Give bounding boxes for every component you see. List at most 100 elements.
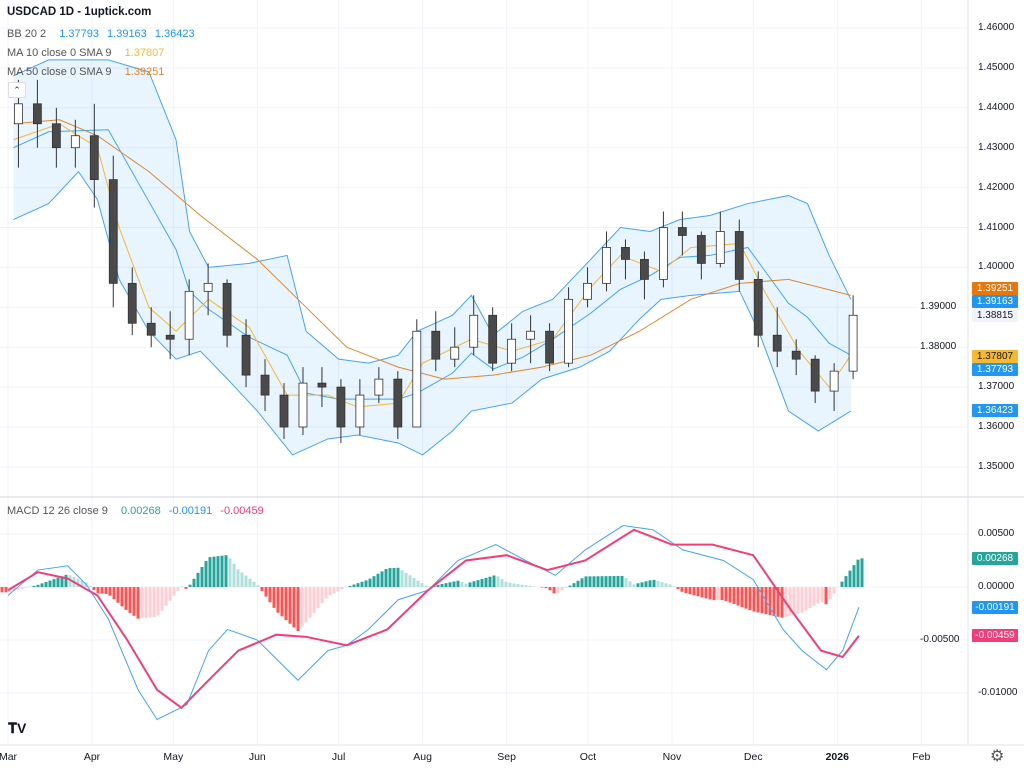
macd-histogram-bar xyxy=(112,587,116,600)
macd-histogram-bar xyxy=(640,582,644,587)
macd-histogram-bar xyxy=(768,587,772,616)
macd-histogram-bar xyxy=(68,575,72,587)
candle-body xyxy=(355,394,365,428)
macd-histogram-bar xyxy=(564,587,568,588)
macd-histogram-bar xyxy=(516,584,520,587)
macd-histogram-bar xyxy=(264,587,268,597)
candle-body xyxy=(374,378,384,396)
macd-histogram-bar xyxy=(464,583,468,587)
macd-hist-value: 0.00268 xyxy=(120,505,161,517)
candle-body xyxy=(810,358,820,392)
macd-histogram-bar xyxy=(152,587,156,618)
macd-histogram-bar xyxy=(208,557,212,587)
macd-axis-label: -0.01000 xyxy=(978,687,1018,698)
macd-histogram-bar xyxy=(740,587,744,608)
candle-body xyxy=(469,314,479,348)
macd-histogram-bar xyxy=(132,587,136,616)
time-axis-label: Aug xyxy=(413,751,432,763)
bb-upper-value: 1.39163 xyxy=(107,28,147,40)
macd-histogram-bar xyxy=(512,583,516,587)
macd-histogram-bar xyxy=(372,576,376,587)
macd-histogram-bar xyxy=(424,585,428,587)
macd-histogram-bar xyxy=(760,587,764,614)
macd-histogram-bar xyxy=(680,587,684,592)
macd-histogram-bar xyxy=(612,576,616,587)
macd-histogram-bar xyxy=(688,587,692,595)
macd-histogram-bar xyxy=(316,587,320,609)
candle-body xyxy=(677,227,687,236)
macd-histogram-bar xyxy=(292,587,296,628)
macd-histogram-bar xyxy=(92,587,96,590)
macd-histogram-bar xyxy=(328,587,332,596)
macd-histogram-bar xyxy=(56,577,60,587)
legend-bb[interactable]: BB 20 2 1.37793 1.39163 1.36423 xyxy=(7,28,195,40)
price-axis-label: 1.46000 xyxy=(978,22,1015,33)
macd-histogram-bar xyxy=(860,558,864,587)
macd-histogram-bar xyxy=(648,580,652,587)
price-badge: 1.37793 xyxy=(972,362,1018,376)
macd-histogram-bar xyxy=(508,582,512,587)
macd-histogram-bar xyxy=(396,567,400,587)
ma50-line xyxy=(13,119,851,380)
time-axis-label: Oct xyxy=(579,751,597,763)
settings-gear-icon[interactable]: ⚙ xyxy=(990,748,1005,765)
macd-histogram-bar xyxy=(480,578,484,587)
time-axis-label: Jul xyxy=(331,751,346,763)
macd-histogram-bar xyxy=(656,581,660,587)
macd-histogram-bar xyxy=(752,587,756,612)
time-axis-label: May xyxy=(163,751,184,763)
macd-histogram-bar xyxy=(596,576,600,587)
collapse-legend-button[interactable]: ⌃ xyxy=(8,82,26,98)
macd-histogram-bar xyxy=(4,587,8,593)
candle-body xyxy=(791,350,801,360)
macd-histogram-bar xyxy=(524,585,528,587)
macd-histogram-bar xyxy=(724,587,728,602)
macd-histogram-bar xyxy=(452,581,456,587)
macd-histogram-bar xyxy=(504,581,508,587)
candle-body xyxy=(222,282,232,336)
candle-body xyxy=(241,334,251,376)
macd-histogram-bar xyxy=(460,582,464,587)
macd-histogram-bar xyxy=(588,576,592,587)
macd-histogram-bar xyxy=(308,587,312,618)
macd-histogram-bar xyxy=(220,555,224,587)
macd-histogram-bar xyxy=(212,556,216,587)
macd-histogram-bar xyxy=(164,587,168,606)
macd-histogram-bar xyxy=(32,585,36,587)
macd-histogram-bar xyxy=(572,583,576,587)
legend-macd[interactable]: MACD 12 26 close 9 0.00268 -0.00191 -0.0… xyxy=(7,505,264,517)
macd-histogram-bar xyxy=(436,584,440,587)
macd-histogram-bar xyxy=(520,584,524,587)
macd-histogram-bar xyxy=(12,587,16,591)
macd-histogram-bar xyxy=(376,573,380,587)
macd-histogram-bar xyxy=(796,587,800,614)
macd-histogram-bar xyxy=(800,587,804,613)
legend-ma10[interactable]: MA 10 close 0 SMA 9 1.37807 xyxy=(7,47,164,59)
macd-histogram-bar xyxy=(816,587,820,604)
macd-histogram-bar xyxy=(496,576,500,587)
candle-body xyxy=(14,103,23,125)
macd-histogram-bar xyxy=(36,584,40,587)
macd-histogram-bar xyxy=(108,587,112,596)
macd-histogram-bar xyxy=(228,558,232,587)
macd-histogram-bar xyxy=(652,579,656,587)
candle-body xyxy=(659,227,668,280)
macd-histogram-bar xyxy=(300,587,304,627)
bb-mid-value: 1.37793 xyxy=(59,28,99,40)
tradingview-logo-icon[interactable]: 𝐓V xyxy=(8,720,27,736)
price-axis-label: 1.35000 xyxy=(978,460,1015,472)
macd-histogram-bar xyxy=(240,572,244,587)
bb-lower-value: 1.36423 xyxy=(154,28,195,40)
macd-histogram-bar xyxy=(236,569,240,587)
bollinger-upper-line xyxy=(13,59,852,364)
macd-histogram-bar xyxy=(124,587,128,610)
price-axis-label: 1.39000 xyxy=(918,301,959,313)
macd-histogram-bar xyxy=(736,587,740,606)
macd-histogram-bar xyxy=(188,584,192,587)
macd-histogram-bar xyxy=(580,578,584,587)
macd-histogram-bar xyxy=(664,583,668,587)
macd-histogram-bar xyxy=(116,587,120,603)
legend-ma50[interactable]: MA 50 close 0 SMA 9 1.39251 xyxy=(7,66,164,78)
macd-histogram-bar xyxy=(244,575,248,587)
